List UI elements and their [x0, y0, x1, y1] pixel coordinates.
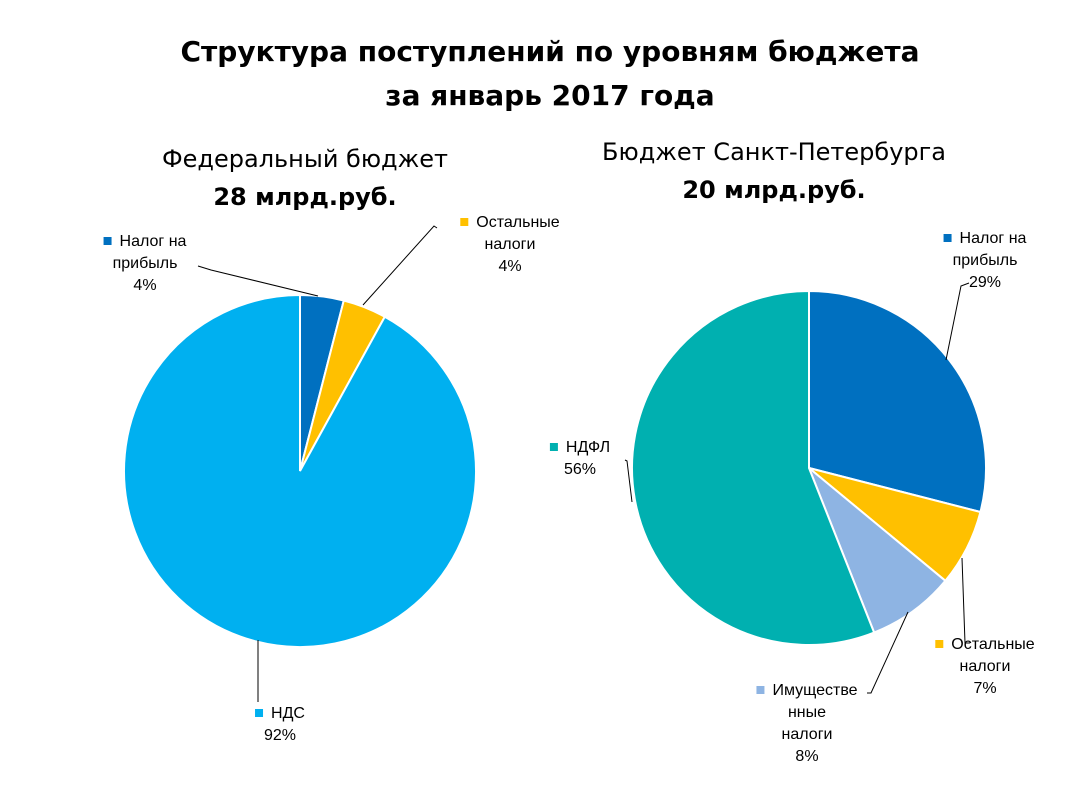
federal-slice-value-2: 92% — [263, 727, 297, 744]
spb-slice-label-0-line-0: Налог на — [943, 228, 1027, 250]
main-title: Структура поступлений по уровням бюджета… — [0, 30, 1080, 118]
federal-slice-name-1-part-0: Остальные — [476, 214, 560, 231]
spb-slice-name-2-part-1: нные — [787, 704, 827, 721]
federal-slice-name-1-part-1: налоги — [484, 236, 536, 253]
spb-slice-name-1-part-0: Остальные — [951, 636, 1035, 653]
federal-slice-name-0-part-0: Налог на — [119, 233, 187, 250]
spb-slice-label-2-line-0: Имуществе — [756, 680, 858, 702]
federal-slice-name-0-part-1: прибыль — [112, 255, 178, 272]
federal-slice-name-2-part-0: НДС — [271, 705, 305, 722]
federal-slice-value-0: 4% — [133, 277, 157, 294]
spb-leader-line-3 — [624, 459, 633, 503]
federal-chart-title: Федеральный бюджет — [161, 145, 449, 173]
spb-leader-line-1 — [961, 557, 970, 644]
federal-legend-marker-0 — [103, 237, 112, 245]
spb-slice-name-3-part-0: НДФЛ — [565, 439, 611, 456]
federal-slice-label-0-line-1: прибыль — [104, 253, 187, 275]
federal-leader-line-1 — [362, 225, 438, 306]
spb-slice-label-2-line-1: нные — [756, 702, 857, 724]
spb-slice-name-0-part-0: Налог на — [959, 230, 1027, 247]
federal-slice-label-1-line-1: налоги — [460, 234, 559, 256]
federal-slice-value-1: 4% — [498, 258, 522, 275]
spb-slice-label-2-line-2: налоги — [756, 724, 857, 746]
federal-legend-marker-2 — [255, 709, 264, 717]
spb-chart-header: Бюджет Санкт-Петербурга 20 млрд.руб. — [594, 135, 954, 211]
spb-slice-value-2: 8% — [795, 748, 819, 765]
federal-chart-header: Федеральный бюджет 28 млрд.руб. — [125, 142, 485, 218]
spb-slice-name-0-part-1: прибыль — [952, 252, 1018, 269]
spb-legend-marker-3 — [549, 443, 558, 451]
federal-slice-label-1-line-0: Остальные — [460, 212, 560, 234]
federal-legend-marker-1 — [460, 218, 469, 226]
federal-slice-label-2-line-0: НДС — [255, 703, 305, 725]
spb-leader-line-0 — [945, 282, 970, 361]
spb-slice-label-1-line-1: налоги — [935, 656, 1034, 678]
federal-slice-label-1: Остальные налоги 4% — [460, 212, 560, 278]
main-title-line-2: за январь 2017 года — [385, 79, 715, 112]
spb-chart-title: Бюджет Санкт-Петербурга — [602, 138, 946, 166]
spb-slice-label-3: НДФЛ 56% — [549, 437, 611, 481]
spb-slice-label-1-line-0: Остальные — [935, 634, 1035, 656]
federal-leader-line-0 — [197, 265, 319, 297]
federal-slice-label-0: Налог на прибыль 4% — [103, 231, 187, 297]
spb-chart-subtitle: 20 млрд.руб. — [682, 176, 866, 204]
federal-chart-subtitle: 28 млрд.руб. — [213, 183, 397, 211]
spb-slice-name-1-part-1: налоги — [959, 658, 1011, 675]
spb-slice-label-0: Налог на прибыль 29% — [943, 228, 1027, 294]
spb-slice-value-3: 56% — [563, 461, 597, 478]
federal-slice-2 — [123, 293, 477, 648]
spb-slice-0 — [808, 289, 987, 514]
main-title-line-1: Структура поступлений по уровням бюджета — [180, 35, 920, 68]
federal-slice-label-2: НДС 92% — [255, 703, 305, 747]
spb-slice-label-3-line-0: НДФЛ — [549, 437, 611, 459]
spb-legend-marker-0 — [943, 234, 952, 242]
spb-slice-name-2-part-2: налоги — [781, 726, 833, 743]
spb-legend-marker-1 — [935, 640, 944, 648]
spb-slice-value-0: 29% — [968, 274, 1002, 291]
spb-slice-value-1: 7% — [973, 680, 997, 697]
spb-slice-2 — [808, 467, 947, 634]
spb-slice-3 — [631, 289, 876, 646]
spb-slice-label-2: Имуществе нные налоги 8% — [756, 680, 858, 768]
spb-slice-label-1: Остальные налоги 7% — [935, 634, 1035, 700]
spb-leader-line-2 — [867, 611, 909, 694]
spb-slice-name-2-part-0: Имуществе — [772, 682, 858, 699]
spb-slice-label-0-line-1: прибыль — [944, 250, 1027, 272]
federal-slice-label-0-line-0: Налог на — [103, 231, 187, 253]
spb-legend-marker-2 — [756, 686, 765, 694]
